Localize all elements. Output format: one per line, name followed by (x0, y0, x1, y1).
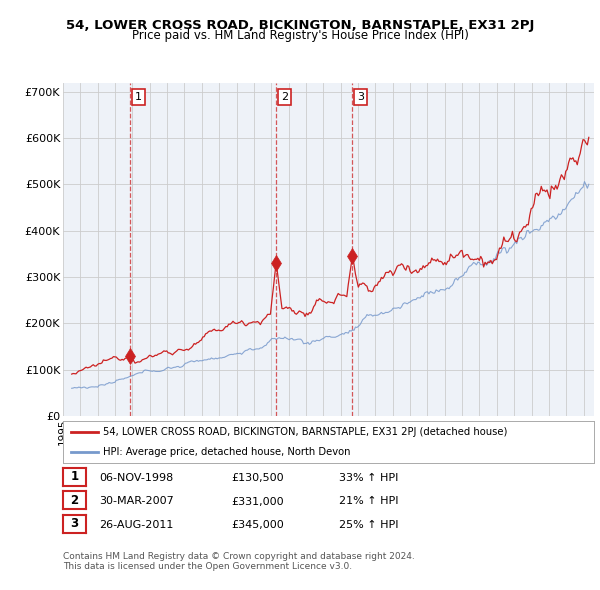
Text: £130,500: £130,500 (231, 473, 284, 483)
Text: 2: 2 (281, 92, 288, 102)
Text: 30-MAR-2007: 30-MAR-2007 (99, 497, 174, 506)
Text: 54, LOWER CROSS ROAD, BICKINGTON, BARNSTAPLE, EX31 2PJ: 54, LOWER CROSS ROAD, BICKINGTON, BARNST… (66, 19, 534, 32)
Text: HPI: Average price, detached house, North Devon: HPI: Average price, detached house, Nort… (103, 447, 350, 457)
Text: 3: 3 (357, 92, 364, 102)
Text: £331,000: £331,000 (231, 497, 284, 506)
Text: 06-NOV-1998: 06-NOV-1998 (99, 473, 173, 483)
Text: 3: 3 (70, 517, 79, 530)
Text: 25% ↑ HPI: 25% ↑ HPI (339, 520, 398, 530)
Text: 33% ↑ HPI: 33% ↑ HPI (339, 473, 398, 483)
Text: Price paid vs. HM Land Registry's House Price Index (HPI): Price paid vs. HM Land Registry's House … (131, 30, 469, 42)
Text: This data is licensed under the Open Government Licence v3.0.: This data is licensed under the Open Gov… (63, 562, 352, 571)
Text: 26-AUG-2011: 26-AUG-2011 (99, 520, 173, 530)
Text: 1: 1 (135, 92, 142, 102)
Text: 54, LOWER CROSS ROAD, BICKINGTON, BARNSTAPLE, EX31 2PJ (detached house): 54, LOWER CROSS ROAD, BICKINGTON, BARNST… (103, 427, 507, 437)
Text: Contains HM Land Registry data © Crown copyright and database right 2024.: Contains HM Land Registry data © Crown c… (63, 552, 415, 560)
Text: 1: 1 (70, 470, 79, 483)
Text: £345,000: £345,000 (231, 520, 284, 530)
Text: 21% ↑ HPI: 21% ↑ HPI (339, 497, 398, 506)
Text: 2: 2 (70, 494, 79, 507)
